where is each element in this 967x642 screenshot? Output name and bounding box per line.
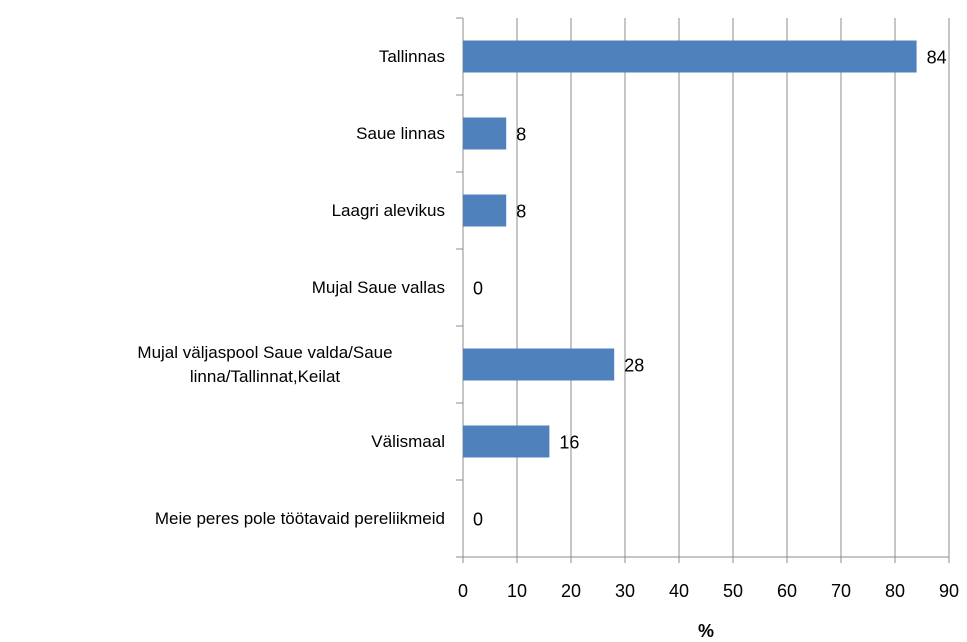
x-tick-label: 20 [561, 581, 581, 601]
bar [463, 425, 550, 458]
y-tick-label: Mujal Saue vallas [311, 277, 445, 297]
x-axis-label: % [698, 621, 714, 641]
bar [463, 194, 507, 227]
y-tick-label-box: Mujal Saue vallas [312, 276, 445, 300]
y-tick-label: Tallinnas [378, 46, 445, 66]
x-tick-label: 60 [777, 581, 797, 601]
y-tick-label-box: Välismaal [371, 430, 445, 454]
bar [463, 117, 507, 150]
x-tick-label: 50 [723, 581, 743, 601]
value-label: 8 [516, 201, 526, 221]
x-tick-label: 80 [885, 581, 905, 601]
x-tick-label: 30 [615, 581, 635, 601]
bar [463, 40, 917, 73]
y-tick-label-box: Saue linnas [356, 122, 445, 146]
value-label: 16 [559, 432, 579, 452]
y-tick-label-box: Laagri alevikus [332, 199, 445, 223]
value-label: 0 [473, 509, 483, 529]
x-tick-label: 90 [939, 581, 959, 601]
x-tick-label: 0 [458, 581, 468, 601]
bar [463, 348, 615, 381]
y-tick-label-box: Mujal väljaspool Saue valda/Saue linna/T… [85, 341, 445, 389]
y-tick-label-box: Meie peres pole töötavaid pereliikmeid [155, 507, 445, 531]
y-tick-label: Laagri alevikus [331, 200, 445, 220]
y-tick-label: Mujal väljaspool Saue valda/Saue linna/T… [137, 342, 393, 386]
y-tick-label-box: Tallinnas [379, 45, 445, 69]
value-label: 8 [516, 124, 526, 144]
y-tick-label: Saue linnas [356, 123, 445, 143]
x-tick-label: 40 [669, 581, 689, 601]
x-tick-label: 70 [831, 581, 851, 601]
value-label: 0 [473, 278, 483, 298]
y-tick-label: Välismaal [371, 431, 445, 451]
x-tick-label: 10 [507, 581, 527, 601]
y-tick-label: Meie peres pole töötavaid pereliikmeid [154, 508, 445, 528]
value-label: 28 [624, 355, 644, 375]
value-label: 84 [927, 47, 947, 67]
